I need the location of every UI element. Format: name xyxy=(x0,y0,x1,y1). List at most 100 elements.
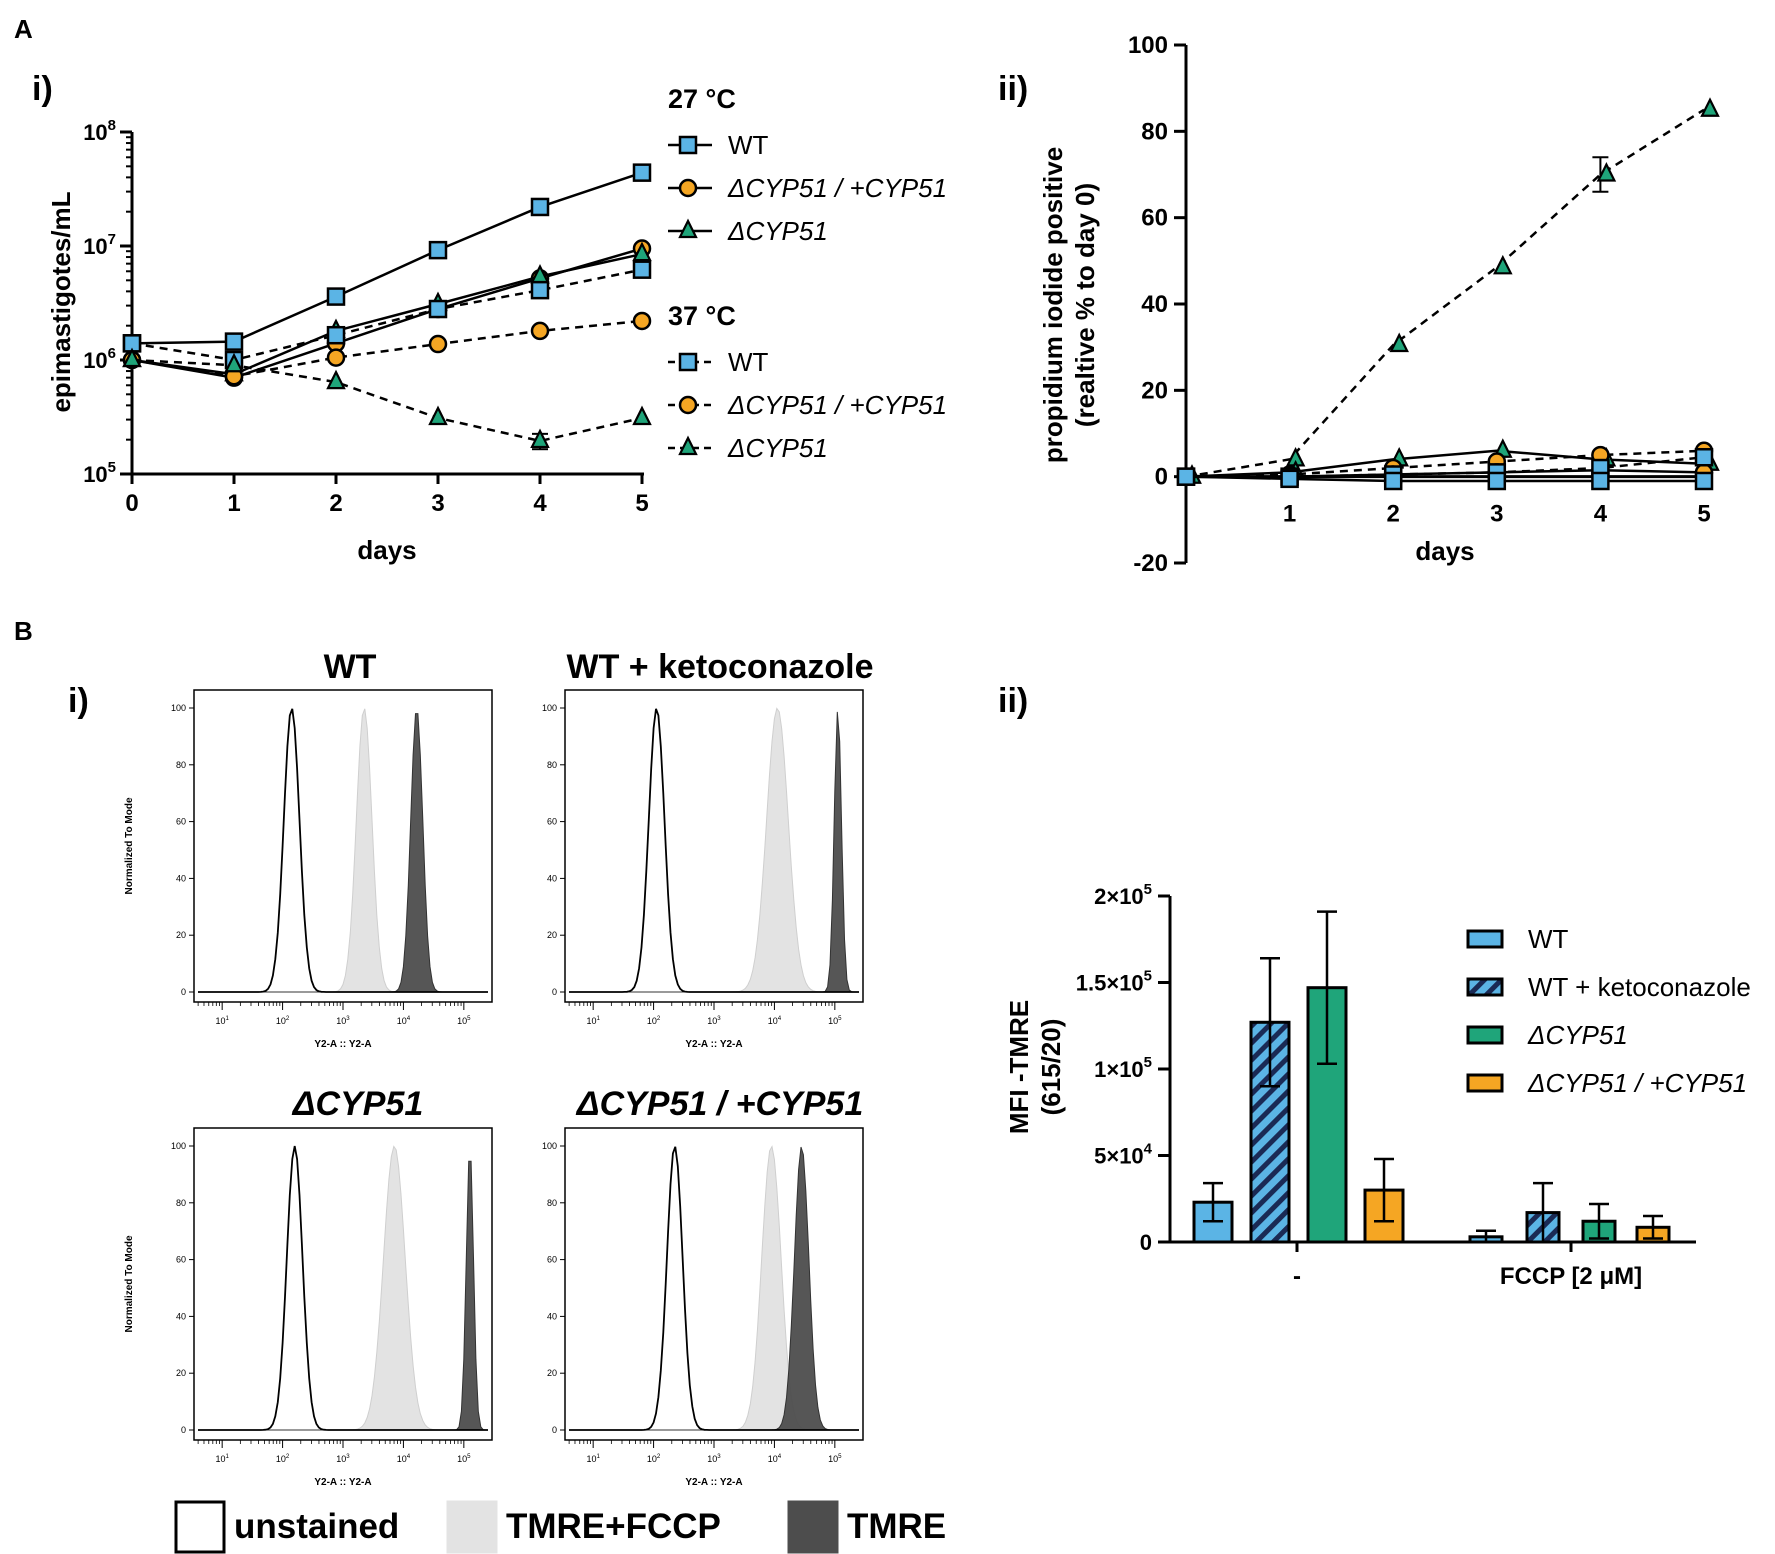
series-line xyxy=(131,358,643,443)
propidium-iodide-chart: -20 0 20 40 60 80 100 1 2 3 4 5 days propidium iodide… xyxy=(1038,32,1720,577)
y-tick-label: 60 xyxy=(176,1255,186,1265)
data-point xyxy=(1493,254,1513,275)
data-point xyxy=(326,369,346,390)
y-tick-label: 60 xyxy=(547,1255,557,1265)
y-tick-label: 80 xyxy=(176,760,186,770)
legend-sample-marker xyxy=(678,352,698,372)
data-point xyxy=(530,280,550,300)
series-line xyxy=(1186,455,1705,478)
x-tick-label: 102 xyxy=(647,1453,661,1464)
data-point xyxy=(1176,467,1196,486)
data-point xyxy=(1280,469,1299,489)
histogram-frame xyxy=(564,1127,864,1441)
y-tick-label: 108 xyxy=(83,117,116,145)
data-point xyxy=(632,311,652,331)
y-tick-label: 80 xyxy=(547,1198,557,1208)
x-axis-title: days xyxy=(357,535,416,565)
y-tick-label: 1.5×105 xyxy=(1076,968,1152,996)
y-axis-title: epimastigotes/mL xyxy=(46,191,76,412)
y-tick-label: 1×105 xyxy=(1094,1054,1152,1082)
legend-label: ΔCYP51 / +CYP51 xyxy=(727,390,947,420)
series-line xyxy=(131,171,643,345)
x-axis-title: Y2-A :: Y2-A xyxy=(314,1039,371,1050)
histogram-frame xyxy=(193,1127,493,1441)
legend-label: WT xyxy=(1528,924,1569,954)
data-point xyxy=(632,405,652,426)
y-tick-label: 0 xyxy=(181,1425,186,1435)
y-axis-title-line1: propidium iodide positive xyxy=(1038,147,1068,463)
panel-label-Bii: ii) xyxy=(998,682,1028,720)
series-line xyxy=(1185,449,1705,478)
legend-label: WT xyxy=(728,130,769,160)
x-tick-label: 105 xyxy=(828,1015,842,1026)
y-tick-label: 100 xyxy=(171,703,186,713)
histogram-panel: ΔCYP51 / +CYP51 0 20 40 60 80 100 101 102 103 104 1… xyxy=(542,1085,864,1488)
data-point xyxy=(326,325,346,345)
y-tick-label: 20 xyxy=(176,930,186,940)
data-point xyxy=(1700,97,1720,117)
data-point xyxy=(1389,332,1409,353)
legend-swatch xyxy=(787,1500,839,1554)
x-tick-label: 4 xyxy=(533,490,547,517)
y-tick-label: 100 xyxy=(171,1141,186,1151)
y-axis-title-line2: (615/20) xyxy=(1036,1019,1066,1116)
legend-sample-marker xyxy=(678,135,698,155)
x-tick-label: 104 xyxy=(768,1453,782,1464)
y-tick-label: 60 xyxy=(1141,205,1168,232)
histogram-title: ΔCYP51 / +CYP51 xyxy=(575,1085,863,1123)
data-point xyxy=(530,321,550,341)
legend-group-title: 37 °C xyxy=(668,301,736,331)
y-tick-label: 0 xyxy=(552,987,557,997)
data-point xyxy=(428,240,448,260)
x-tick-label: 102 xyxy=(276,1453,290,1464)
legend-label: WT + ketoconazole xyxy=(1528,972,1751,1002)
histogram-title: ΔCYP51 xyxy=(291,1085,424,1123)
legend-swatch xyxy=(1466,1073,1504,1093)
x-tick-label: 4 xyxy=(1594,501,1608,528)
series-line xyxy=(1185,475,1704,483)
x-tick-label: 101 xyxy=(215,1453,229,1464)
data-point xyxy=(428,299,448,319)
legend-label: WT xyxy=(728,347,769,377)
y-tick-label: 60 xyxy=(547,817,557,827)
x-tick-label: 2 xyxy=(329,490,342,517)
x-tick-label: 3 xyxy=(1490,501,1503,528)
y-tick-label: 0 xyxy=(1140,1230,1152,1255)
panel-label-Bi: i) xyxy=(68,682,89,720)
unstained-curve xyxy=(198,708,488,993)
histogram-title: WT + ketoconazole xyxy=(567,648,874,686)
x-tick-label: 105 xyxy=(457,1453,471,1464)
series-line xyxy=(1185,449,1705,478)
x-tick-label: 101 xyxy=(586,1453,600,1464)
y-tick-label: 80 xyxy=(547,760,557,770)
data-point xyxy=(1694,471,1714,491)
x-axis-title: Y2-A :: Y2-A xyxy=(685,1039,742,1050)
series-line xyxy=(1185,108,1705,478)
x-tick-label: FCCP [2 μM] xyxy=(1500,1263,1642,1290)
y-axis-title-line1: MFI -TMRE xyxy=(1004,1000,1034,1134)
y-tick-label: 60 xyxy=(176,817,186,827)
y-tick-label: 40 xyxy=(176,873,186,883)
y-tick-label: 106 xyxy=(83,345,116,373)
mfi-tmre-bar-chart: 0 5×104 1×105 1.5×105 2×105 MFI -TMRE (615/20)… xyxy=(1004,881,1751,1290)
y-tick-label: -20 xyxy=(1133,550,1168,577)
x-tick-label: 105 xyxy=(828,1453,842,1464)
x-tick-label: 103 xyxy=(707,1015,721,1026)
x-tick-label: 1 xyxy=(227,490,240,517)
legend-sample-marker xyxy=(678,435,698,456)
x-tick-label: 104 xyxy=(397,1015,411,1026)
data-point xyxy=(1383,471,1403,491)
x-tick-label: 104 xyxy=(768,1015,782,1026)
legend-label: ΔCYP51 xyxy=(1527,1020,1628,1050)
data-point xyxy=(530,197,550,217)
panel-label-B: B xyxy=(14,616,33,646)
series-line xyxy=(131,252,643,376)
y-tick-label: 0 xyxy=(1155,464,1168,491)
data-point xyxy=(224,332,244,351)
legend-swatch xyxy=(174,1500,226,1554)
series-line xyxy=(131,247,643,379)
data-point xyxy=(1591,471,1610,491)
